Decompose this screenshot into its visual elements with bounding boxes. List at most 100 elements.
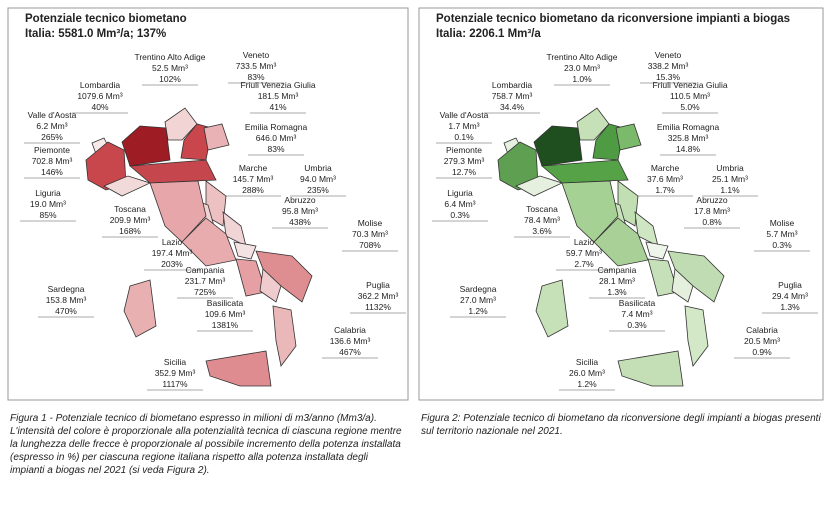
- map-title: Potenziale tecnico biometano da riconver…: [436, 13, 790, 25]
- region-name: Sicilia: [164, 357, 186, 367]
- region-shape: [203, 123, 230, 151]
- region-value: 20.5 Mm³: [744, 336, 780, 346]
- region-value: 646.0 Mm³: [256, 133, 297, 143]
- region-shape: [123, 279, 157, 338]
- region-name: Calabria: [746, 325, 778, 335]
- region-name: Trentino Alto Adige: [546, 52, 617, 62]
- region-percent: 288%: [242, 185, 264, 195]
- region-value: 6.4 Mm³: [444, 199, 475, 209]
- region-percent: 0.3%: [627, 320, 647, 330]
- region-name: Sardegna: [460, 284, 497, 294]
- region-percent: 168%: [119, 226, 141, 236]
- map-subtitle: Italia: 2206.1 Mm³/a: [436, 28, 541, 40]
- map-title: Potenziale tecnico biometano: [25, 13, 187, 25]
- region-name: Molise: [358, 218, 383, 228]
- caption: Figura 2: Potenziale tecnico di biometan…: [421, 413, 821, 437]
- region-name: Liguria: [35, 188, 61, 198]
- map-subtitle: Italia: 5581.0 Mm³/a; 137%: [25, 28, 166, 40]
- region-percent: 1.0%: [572, 74, 592, 84]
- region-value: 1079.6 Mm³: [77, 91, 123, 101]
- region-name: Piemonte: [446, 145, 482, 155]
- region-name: Lombardia: [80, 80, 120, 90]
- region-percent: 1.2%: [577, 379, 597, 389]
- region-name: Friuli Venezia Giulia: [240, 80, 315, 90]
- region-value: 325.8 Mm³: [668, 133, 709, 143]
- region-percent: 0.8%: [702, 217, 722, 227]
- region-name: Abruzzo: [284, 195, 315, 205]
- region-shape: [593, 217, 649, 267]
- region-value: 209.9 Mm³: [110, 215, 151, 225]
- region-shape: [535, 279, 569, 338]
- region-percent: 34.4%: [500, 102, 525, 112]
- region-percent: 146%: [41, 167, 63, 177]
- maps: Potenziale tecnico biometano Italia: 558…: [7, 7, 824, 401]
- region-shape: [149, 180, 207, 243]
- region-percent: 5.0%: [680, 102, 700, 112]
- region-percent: 3.6%: [532, 226, 552, 236]
- region-name: Friuli Venezia Giulia: [652, 80, 727, 90]
- region-name: Puglia: [778, 280, 802, 290]
- region-percent: 467%: [339, 347, 361, 357]
- region-percent: 1.2%: [468, 306, 488, 316]
- region-value: 181.5 Mm³: [258, 91, 299, 101]
- region-value: 145.7 Mm³: [233, 174, 274, 184]
- region-name: Marche: [651, 163, 680, 173]
- region-name: Valle d'Aosta: [440, 110, 489, 120]
- region-percent: 708%: [359, 240, 381, 250]
- panel-frame: [7, 7, 409, 401]
- region-percent: 2.7%: [574, 259, 594, 269]
- region-percent: 265%: [41, 132, 63, 142]
- region-value: 279.3 Mm³: [444, 156, 485, 166]
- region-name: Sicilia: [576, 357, 598, 367]
- region-shape: [121, 125, 171, 167]
- region-shape: [233, 241, 257, 260]
- region-value: 23.0 Mm³: [564, 63, 600, 73]
- region-value: 231.7 Mm³: [185, 276, 226, 286]
- region-percent: 14.8%: [676, 144, 701, 154]
- region-percent: 0.3%: [772, 240, 792, 250]
- region-percent: 203%: [161, 259, 183, 269]
- region-percent: 0.1%: [454, 132, 474, 142]
- region-percent: 470%: [55, 306, 77, 316]
- region-percent: 0.3%: [450, 210, 470, 220]
- region-value: 352.9 Mm³: [155, 368, 196, 378]
- region-value: 37.6 Mm³: [647, 174, 683, 184]
- region-name: Piemonte: [34, 145, 70, 155]
- region-percent: 102%: [159, 74, 181, 84]
- region-name: Lazio: [162, 237, 183, 247]
- region-percent: 1.1%: [720, 185, 740, 195]
- region-shape: [259, 268, 282, 303]
- region-percent: 1381%: [212, 320, 239, 330]
- region-value: 338.2 Mm³: [648, 61, 689, 71]
- region-name: Puglia: [366, 280, 390, 290]
- region-percent: 15.3%: [656, 72, 681, 82]
- panel-frame: [418, 7, 824, 401]
- region-name: Abruzzo: [696, 195, 727, 205]
- region-value: 758.7 Mm³: [492, 91, 533, 101]
- region-value: 153.8 Mm³: [46, 295, 87, 305]
- region-value: 5.7 Mm³: [766, 229, 797, 239]
- region-percent: 83%: [247, 72, 264, 82]
- region-value: 27.0 Mm³: [460, 295, 496, 305]
- region-percent: 85%: [39, 210, 56, 220]
- region-name: Umbria: [716, 163, 744, 173]
- region-name: Emilia Romagna: [657, 122, 720, 132]
- region-percent: 40%: [91, 102, 108, 112]
- region-name: Veneto: [655, 50, 682, 60]
- region-value: 6.2 Mm³: [36, 121, 67, 131]
- region-name: Lazio: [574, 237, 595, 247]
- region-value: 52.5 Mm³: [152, 63, 188, 73]
- region-value: 25.1 Mm³: [712, 174, 748, 184]
- region-percent: 12.7%: [452, 167, 477, 177]
- region-name: Veneto: [243, 50, 270, 60]
- region-percent: 41%: [269, 102, 286, 112]
- region-shape: [617, 350, 684, 387]
- region-value: 26.0 Mm³: [569, 368, 605, 378]
- region-value: 7.4 Mm³: [621, 309, 652, 319]
- region-shape: [129, 159, 217, 184]
- region-percent: 1132%: [365, 302, 391, 312]
- region-percent: 1.3%: [607, 287, 627, 297]
- caption: Figura 1 - Potenziale tecnico di biometa…: [10, 413, 402, 476]
- region-shape: [561, 180, 619, 243]
